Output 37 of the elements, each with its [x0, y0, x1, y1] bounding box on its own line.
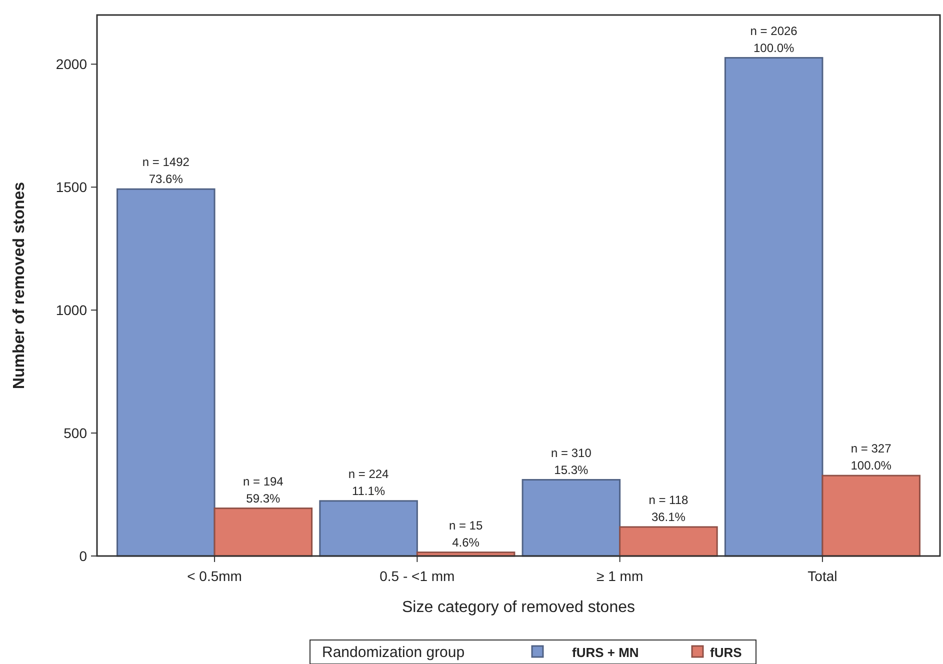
data-label: n = 118 — [648, 492, 689, 507]
bar — [319, 500, 418, 557]
data-label: n = 310 — [551, 446, 592, 460]
y-tick-label: 1000 — [56, 302, 88, 318]
x-axis-title: Size category of removed stones — [402, 599, 636, 616]
annotation: 73.6% — [148, 172, 184, 186]
bar — [724, 57, 824, 557]
annotation: 59.3% — [246, 491, 281, 506]
annotation: 100.0% — [850, 458, 892, 473]
legend-label: fURS — [710, 645, 742, 660]
bar — [822, 474, 920, 557]
annotation: 100.0% — [753, 40, 795, 55]
x-tick-label: Total — [808, 568, 838, 584]
annotation: 15.3% — [554, 462, 589, 477]
x-tick-label: 0.5 - <1 mm — [380, 568, 455, 584]
y-tick-label: 0 — [79, 548, 88, 564]
data-label: n = 2026 — [750, 24, 798, 38]
data-label: n = 194 — [242, 474, 284, 488]
y-tick-label: 2000 — [56, 56, 88, 72]
legend-title: Randomization group — [322, 644, 465, 661]
y-tick-label: 1500 — [56, 179, 88, 196]
y-axis-title: Number of removed stones — [11, 182, 28, 390]
data-label: n = 224 — [348, 466, 390, 481]
annotation: 4.6% — [452, 535, 480, 550]
data-label: n = 327 — [850, 442, 892, 456]
data-label: n = 15 — [448, 518, 483, 532]
bar — [214, 508, 313, 557]
legend-label: fURS + MN — [572, 645, 639, 660]
annotation: 36.1% — [651, 510, 686, 524]
bar — [619, 526, 718, 557]
y-tick-label: 500 — [64, 424, 88, 441]
bar — [522, 479, 621, 557]
data-label: n = 1492 — [142, 155, 190, 170]
annotation: 11.1% — [352, 484, 386, 498]
x-tick-label: ≥ 1 mm — [596, 568, 644, 584]
bar — [116, 188, 216, 557]
x-tick-label: < 0.5mm — [187, 568, 242, 584]
